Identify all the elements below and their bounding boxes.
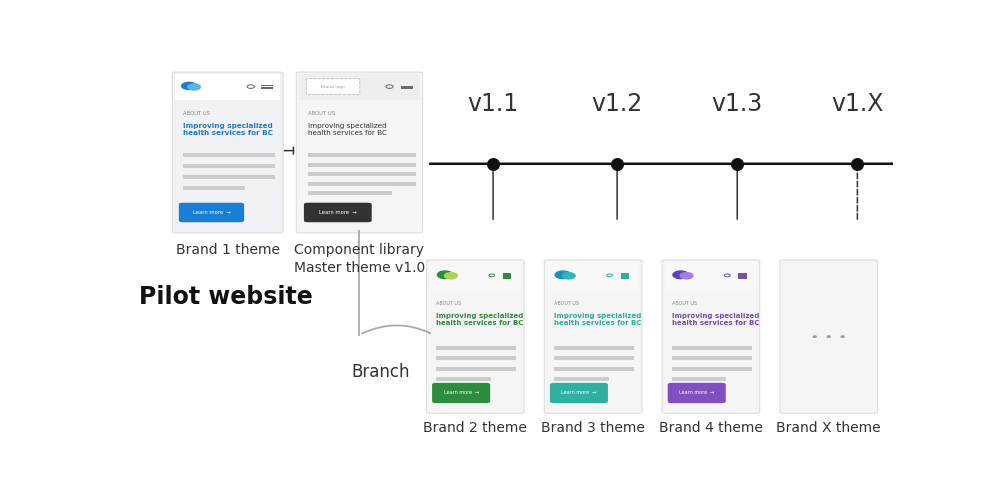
Circle shape xyxy=(827,336,830,337)
Circle shape xyxy=(182,82,196,89)
Point xyxy=(485,160,501,168)
FancyBboxPatch shape xyxy=(550,383,608,403)
Text: Improving specialized
health services for BC: Improving specialized health services fo… xyxy=(308,122,387,136)
Text: Learn more  →: Learn more → xyxy=(444,390,479,395)
Bar xyxy=(183,175,275,179)
Bar xyxy=(672,356,752,360)
FancyBboxPatch shape xyxy=(172,72,283,233)
Bar xyxy=(308,163,416,167)
FancyBboxPatch shape xyxy=(296,72,423,233)
FancyBboxPatch shape xyxy=(432,383,490,403)
Text: ABOUT US: ABOUT US xyxy=(308,111,335,116)
Text: Pilot website: Pilot website xyxy=(139,285,313,309)
Text: v1.X: v1.X xyxy=(831,92,884,116)
Bar xyxy=(436,377,491,381)
Bar xyxy=(436,366,516,370)
Bar xyxy=(554,377,609,381)
Text: Brand 4 theme: Brand 4 theme xyxy=(659,421,763,435)
Bar xyxy=(554,346,634,350)
Circle shape xyxy=(437,271,453,279)
Bar xyxy=(183,186,245,190)
Bar xyxy=(308,172,416,176)
Text: ABOUT US: ABOUT US xyxy=(183,111,210,116)
FancyBboxPatch shape xyxy=(662,260,760,413)
Text: ABOUT US: ABOUT US xyxy=(554,301,579,306)
Bar xyxy=(554,366,634,370)
Bar xyxy=(430,262,521,289)
Circle shape xyxy=(680,273,693,279)
FancyBboxPatch shape xyxy=(304,203,372,222)
FancyBboxPatch shape xyxy=(668,383,726,403)
Text: Improving specialized
health services for BC: Improving specialized health services fo… xyxy=(554,313,641,326)
Bar xyxy=(738,273,747,279)
FancyBboxPatch shape xyxy=(780,260,878,413)
Bar xyxy=(665,262,757,289)
Text: v1.3: v1.3 xyxy=(712,92,763,116)
Text: v1.1: v1.1 xyxy=(468,92,519,116)
Text: Brand 1 theme: Brand 1 theme xyxy=(176,243,280,257)
Bar xyxy=(554,356,634,360)
Text: Learn more  →: Learn more → xyxy=(561,390,597,395)
Text: ABOUT US: ABOUT US xyxy=(672,301,697,306)
Text: Improving specialized
health services for BC: Improving specialized health services fo… xyxy=(436,313,523,326)
Bar xyxy=(436,346,516,350)
Bar xyxy=(183,153,275,157)
Circle shape xyxy=(562,273,575,279)
Bar xyxy=(436,356,516,360)
Bar xyxy=(621,273,629,279)
Circle shape xyxy=(841,336,844,337)
Point xyxy=(609,160,625,168)
Circle shape xyxy=(813,336,816,337)
Text: Learn more  →: Learn more → xyxy=(319,210,357,215)
Bar xyxy=(672,377,726,381)
Text: Improving specialized
health services for BC: Improving specialized health services fo… xyxy=(183,122,273,136)
Text: Brand 3 theme: Brand 3 theme xyxy=(541,421,645,435)
Text: Brand X theme: Brand X theme xyxy=(776,421,881,435)
Bar xyxy=(308,191,392,195)
Text: Branch: Branch xyxy=(351,364,410,381)
Circle shape xyxy=(555,271,571,279)
Bar xyxy=(672,366,752,370)
Text: Learn more  →: Learn more → xyxy=(679,390,714,395)
Point xyxy=(729,160,745,168)
Text: Brand logo: Brand logo xyxy=(321,84,345,89)
FancyBboxPatch shape xyxy=(426,260,524,413)
FancyBboxPatch shape xyxy=(544,260,642,413)
Circle shape xyxy=(673,271,688,279)
Bar xyxy=(672,346,752,350)
Bar xyxy=(183,164,275,168)
Bar xyxy=(308,182,416,185)
Bar xyxy=(308,153,416,157)
FancyBboxPatch shape xyxy=(179,203,244,222)
Bar xyxy=(503,273,511,279)
Text: Improving specialized
health services for BC: Improving specialized health services fo… xyxy=(672,313,759,326)
Bar xyxy=(547,262,639,289)
Text: Component library
Master theme v1.0: Component library Master theme v1.0 xyxy=(294,243,425,275)
Circle shape xyxy=(445,273,457,279)
Text: v1.2: v1.2 xyxy=(592,92,643,116)
Text: ABOUT US: ABOUT US xyxy=(436,301,461,306)
Bar xyxy=(175,74,280,100)
Bar xyxy=(299,74,420,100)
FancyBboxPatch shape xyxy=(306,79,360,95)
Text: Learn more  →: Learn more → xyxy=(193,210,230,215)
Point xyxy=(849,160,865,168)
Text: Brand 2 theme: Brand 2 theme xyxy=(423,421,527,435)
Circle shape xyxy=(188,84,200,90)
